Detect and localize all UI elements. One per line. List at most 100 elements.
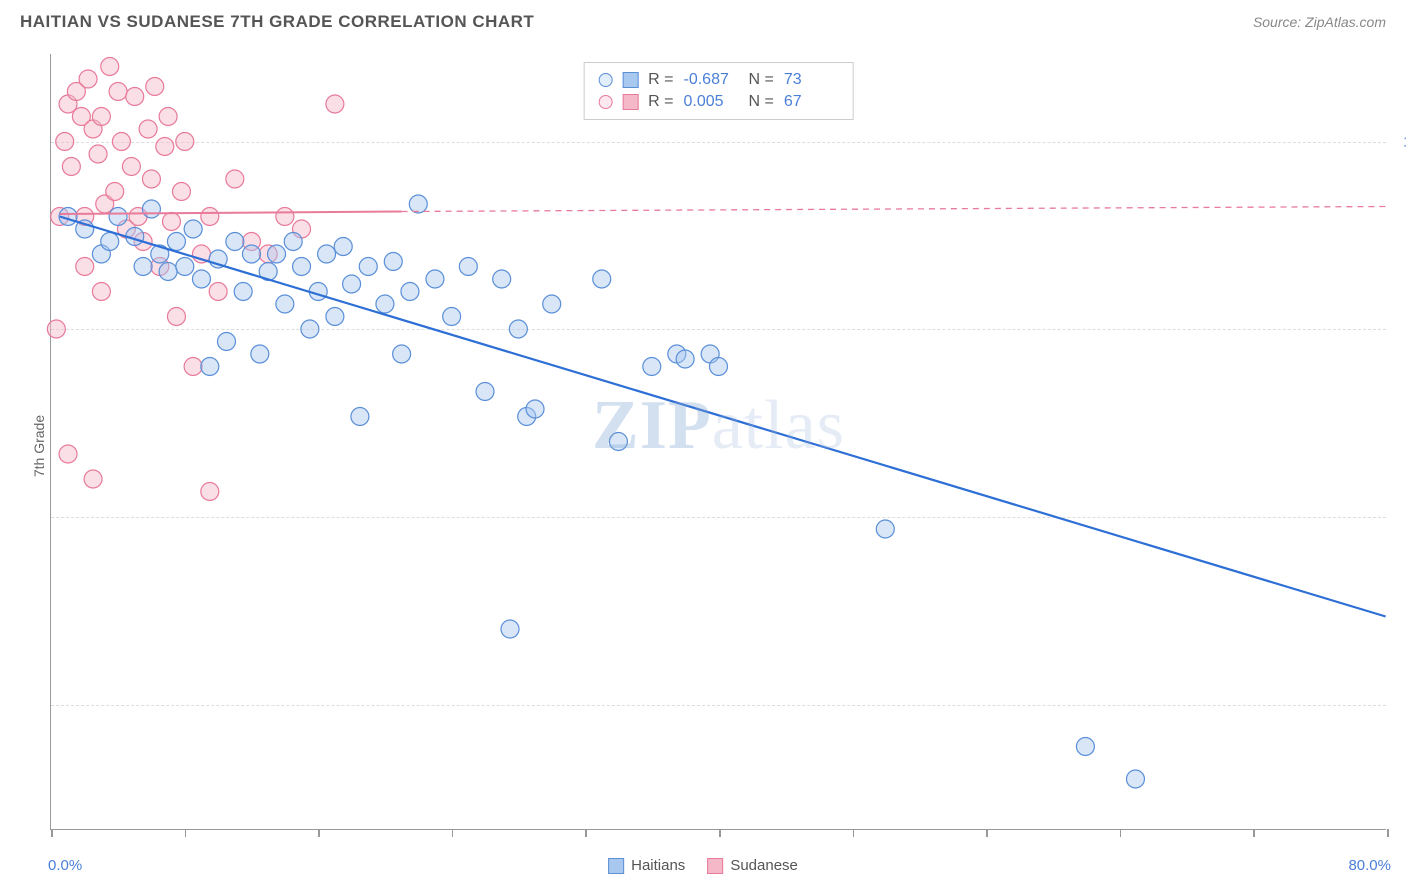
scatter-point-sudanese bbox=[209, 283, 227, 301]
info-circle-icon bbox=[598, 73, 612, 87]
scatter-point-sudanese bbox=[47, 320, 65, 338]
scatter-point-sudanese bbox=[226, 170, 244, 188]
correlation-info-box: R = -0.687 N = 73 R = 0.005 N = 67 bbox=[583, 62, 854, 120]
scatter-point-haitians bbox=[359, 258, 377, 276]
legend-item: Haitians bbox=[608, 857, 685, 874]
scatter-point-haitians bbox=[676, 350, 694, 368]
scatter-point-haitians bbox=[201, 358, 219, 376]
bottom-legend: Haitians Sudanese bbox=[608, 857, 798, 874]
scatter-point-haitians bbox=[1076, 738, 1094, 756]
scatter-point-haitians bbox=[334, 238, 352, 256]
info-r-label: R = bbox=[648, 71, 673, 89]
x-axis-end-label: 80.0% bbox=[1348, 857, 1391, 874]
chart-source: Source: ZipAtlas.com bbox=[1253, 14, 1386, 30]
scatter-point-sudanese bbox=[92, 108, 110, 126]
x-tick bbox=[1120, 829, 1122, 837]
scatter-point-haitians bbox=[376, 295, 394, 313]
info-n-value: 73 bbox=[784, 71, 839, 89]
scatter-point-sudanese bbox=[79, 70, 97, 88]
scatter-point-sudanese bbox=[106, 183, 124, 201]
legend-swatch-icon bbox=[608, 858, 624, 874]
scatter-point-sudanese bbox=[139, 120, 157, 138]
legend-swatch-icon bbox=[707, 858, 723, 874]
scatter-point-haitians bbox=[234, 283, 252, 301]
x-tick bbox=[51, 829, 53, 837]
scatter-point-haitians bbox=[459, 258, 477, 276]
scatter-point-haitians bbox=[1126, 770, 1144, 788]
scatter-point-haitians bbox=[343, 275, 361, 293]
scatter-point-haitians bbox=[251, 345, 269, 363]
scatter-point-haitians bbox=[384, 253, 402, 271]
info-r-label: R = bbox=[648, 93, 673, 111]
scatter-point-sudanese bbox=[126, 88, 144, 106]
info-n-value: 67 bbox=[784, 93, 839, 111]
trend-line-haitians bbox=[60, 217, 1386, 617]
scatter-point-sudanese bbox=[84, 470, 102, 488]
legend-item: Sudanese bbox=[707, 857, 798, 874]
info-row: R = 0.005 N = 67 bbox=[598, 91, 839, 113]
scatter-point-haitians bbox=[401, 283, 419, 301]
scatter-point-haitians bbox=[710, 358, 728, 376]
scatter-point-haitians bbox=[192, 270, 210, 288]
scatter-point-sudanese bbox=[76, 258, 94, 276]
x-tick bbox=[185, 829, 187, 837]
scatter-point-haitians bbox=[609, 433, 627, 451]
scatter-point-sudanese bbox=[109, 83, 127, 101]
scatter-point-haitians bbox=[326, 308, 344, 326]
scatter-point-sudanese bbox=[176, 133, 194, 151]
scatter-point-haitians bbox=[176, 258, 194, 276]
scatter-point-haitians bbox=[318, 245, 336, 263]
chart-title: HAITIAN VS SUDANESE 7TH GRADE CORRELATIO… bbox=[20, 12, 534, 32]
scatter-point-haitians bbox=[293, 258, 311, 276]
scatter-point-haitians bbox=[509, 320, 527, 338]
chart-svg bbox=[51, 54, 1386, 829]
scatter-point-haitians bbox=[876, 520, 894, 538]
chart-header: HAITIAN VS SUDANESE 7TH GRADE CORRELATIO… bbox=[0, 0, 1406, 40]
x-tick bbox=[1253, 829, 1255, 837]
scatter-point-haitians bbox=[501, 620, 519, 638]
x-tick bbox=[719, 829, 721, 837]
scatter-point-haitians bbox=[543, 295, 561, 313]
info-r-value: 0.005 bbox=[684, 93, 739, 111]
scatter-point-sudanese bbox=[56, 133, 74, 151]
info-n-label: N = bbox=[749, 71, 774, 89]
scatter-point-sudanese bbox=[326, 95, 344, 113]
scatter-point-haitians bbox=[159, 263, 177, 281]
scatter-point-haitians bbox=[276, 295, 294, 313]
info-square-icon bbox=[622, 94, 638, 110]
x-tick bbox=[318, 829, 320, 837]
info-n-label: N = bbox=[749, 93, 774, 111]
trend-line-sudanese-ext bbox=[402, 207, 1386, 212]
scatter-point-haitians bbox=[393, 345, 411, 363]
info-circle-icon bbox=[598, 95, 612, 109]
x-tick bbox=[986, 829, 988, 837]
scatter-point-haitians bbox=[443, 308, 461, 326]
scatter-point-sudanese bbox=[101, 58, 119, 76]
scatter-point-sudanese bbox=[59, 445, 77, 463]
scatter-point-sudanese bbox=[62, 158, 80, 176]
scatter-point-sudanese bbox=[162, 213, 180, 231]
scatter-point-haitians bbox=[184, 220, 202, 238]
scatter-point-haitians bbox=[284, 233, 302, 251]
scatter-point-sudanese bbox=[89, 145, 107, 163]
legend-label: Sudanese bbox=[730, 857, 798, 874]
scatter-point-haitians bbox=[109, 208, 127, 226]
scatter-point-haitians bbox=[351, 408, 369, 426]
x-tick bbox=[452, 829, 454, 837]
scatter-point-haitians bbox=[409, 195, 427, 213]
scatter-point-sudanese bbox=[92, 283, 110, 301]
info-row: R = -0.687 N = 73 bbox=[598, 69, 839, 91]
scatter-point-haitians bbox=[226, 233, 244, 251]
scatter-point-sudanese bbox=[201, 208, 219, 226]
legend-label: Haitians bbox=[631, 857, 685, 874]
info-r-value: -0.687 bbox=[684, 71, 739, 89]
x-axis-start-label: 0.0% bbox=[48, 857, 82, 874]
scatter-point-haitians bbox=[101, 233, 119, 251]
scatter-point-sudanese bbox=[146, 78, 164, 96]
scatter-point-haitians bbox=[142, 200, 160, 218]
scatter-point-sudanese bbox=[122, 158, 140, 176]
scatter-point-haitians bbox=[167, 233, 185, 251]
scatter-point-sudanese bbox=[112, 133, 130, 151]
scatter-point-sudanese bbox=[201, 483, 219, 501]
info-square-icon bbox=[622, 72, 638, 88]
